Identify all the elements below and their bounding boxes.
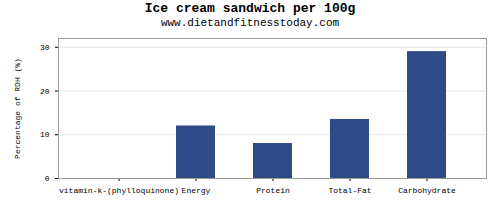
svg-text:10: 10 (40, 130, 50, 139)
svg-text:Energy: Energy (182, 186, 211, 195)
svg-text:vitamin-k-(phylloquinone): vitamin-k-(phylloquinone) (59, 186, 179, 195)
svg-text:20: 20 (40, 87, 50, 96)
svg-text:30: 30 (40, 43, 50, 52)
svg-text:Percentage of RDH (%): Percentage of RDH (%) (13, 58, 22, 159)
html-text:Ice cream sandwich per 100g: Ice cream sandwich per 100g (144, 1, 356, 16)
html-text:www.dietandfitnesstoday.com: www.dietandfitnesstoday.com (160, 17, 340, 29)
svg-text:Protein: Protein (256, 186, 290, 195)
svg-text:0: 0 (45, 174, 50, 183)
svg-text:Total-Fat: Total-Fat (328, 186, 371, 195)
svg-text:Carbohydrate: Carbohydrate (398, 186, 456, 195)
